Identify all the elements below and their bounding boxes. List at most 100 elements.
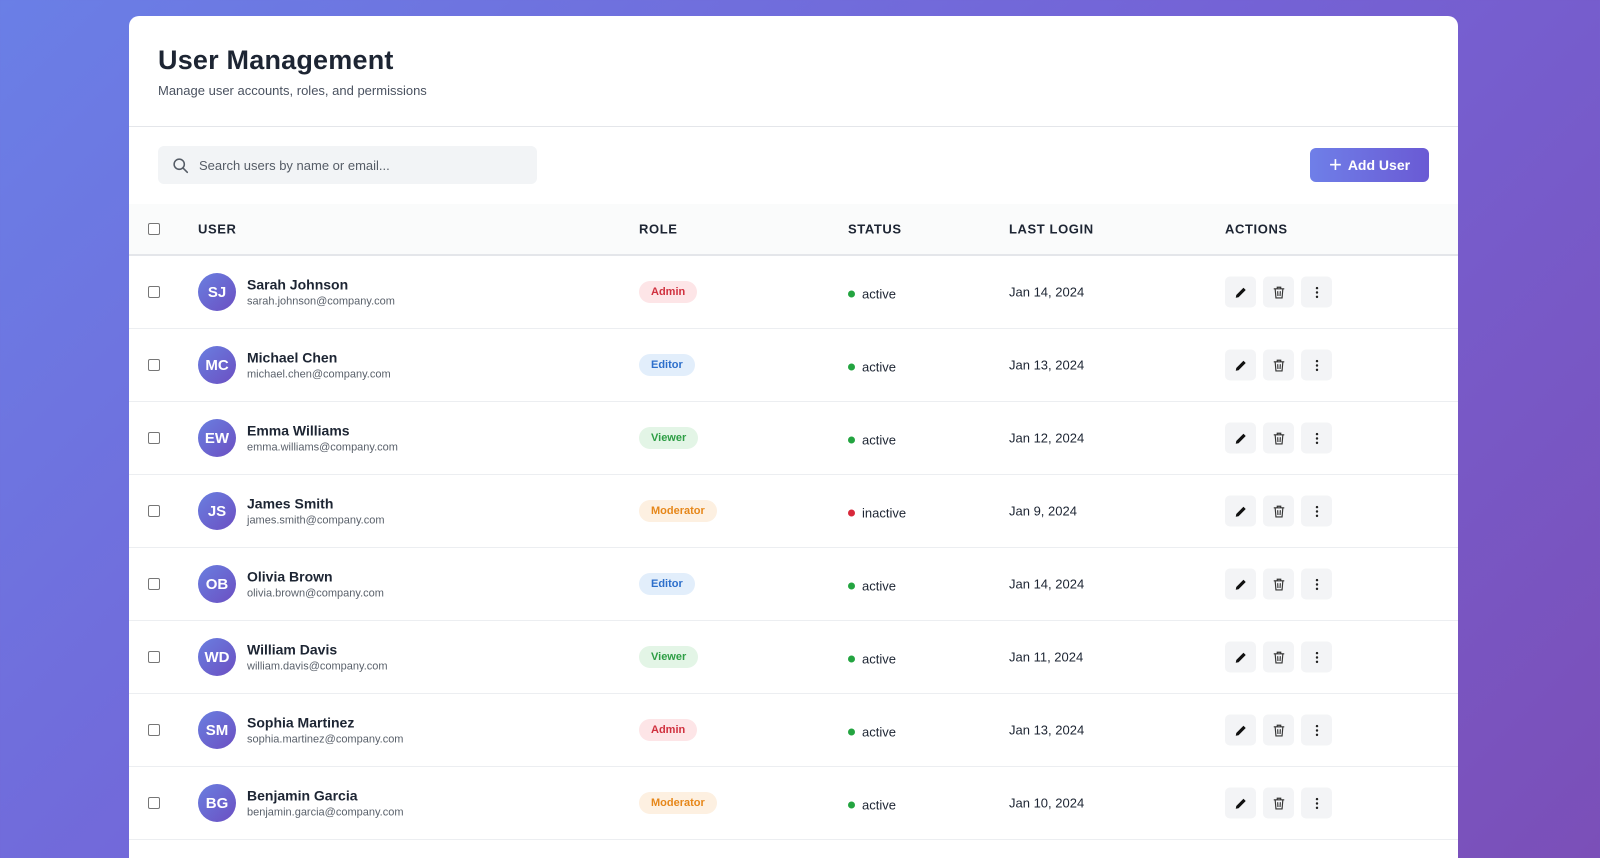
edit-button[interactable] bbox=[1225, 422, 1256, 454]
row-actions bbox=[1225, 787, 1332, 819]
row-actions bbox=[1225, 422, 1332, 454]
pencil-icon bbox=[1235, 433, 1246, 444]
search-input[interactable] bbox=[199, 157, 519, 173]
more-vertical-icon bbox=[1315, 797, 1318, 809]
role-badge: Admin bbox=[639, 719, 698, 741]
column-header-actions: ACTIONS bbox=[1225, 221, 1288, 237]
status-indicator: active bbox=[848, 725, 896, 740]
user-info: Sophia Martinez sophia.martinez@company.… bbox=[247, 715, 403, 746]
edit-button[interactable] bbox=[1225, 495, 1256, 527]
last-login: Jan 11, 2024 bbox=[1009, 649, 1084, 665]
delete-button[interactable] bbox=[1263, 641, 1294, 673]
more-options-button[interactable] bbox=[1301, 787, 1332, 819]
select-all-checkbox[interactable] bbox=[148, 223, 160, 235]
more-vertical-icon bbox=[1315, 359, 1318, 371]
more-vertical-icon bbox=[1315, 432, 1318, 444]
status-indicator: active bbox=[848, 579, 896, 594]
row-checkbox[interactable] bbox=[148, 432, 160, 444]
edit-button[interactable] bbox=[1225, 349, 1256, 381]
delete-button[interactable] bbox=[1263, 349, 1294, 381]
user-info: James Smith james.smith@company.com bbox=[247, 496, 385, 527]
more-options-button[interactable] bbox=[1301, 641, 1332, 673]
table-body: SJ Sarah Johnson sarah.johnson@company.c… bbox=[129, 256, 1458, 840]
delete-button[interactable] bbox=[1263, 495, 1294, 527]
row-checkbox[interactable] bbox=[148, 578, 160, 590]
avatar: SM bbox=[198, 711, 236, 749]
search-box[interactable] bbox=[158, 146, 537, 184]
status-indicator: active bbox=[848, 360, 896, 375]
user-name: Michael Chen bbox=[247, 349, 338, 366]
more-options-button[interactable] bbox=[1301, 276, 1332, 308]
status-text: active bbox=[862, 432, 896, 448]
user-info: Olivia Brown olivia.brown@company.com bbox=[247, 569, 384, 600]
last-login: Jan 14, 2024 bbox=[1009, 284, 1085, 300]
last-login: Jan 14, 2024 bbox=[1009, 576, 1085, 592]
table-row: JS James Smith james.smith@company.com M… bbox=[129, 475, 1458, 548]
role-badge: Moderator bbox=[639, 792, 717, 814]
user-email: emma.williams@company.com bbox=[247, 441, 398, 454]
add-user-button[interactable]: + Add User bbox=[1310, 148, 1429, 182]
pencil-icon bbox=[1235, 579, 1246, 590]
edit-button[interactable] bbox=[1225, 641, 1256, 673]
trash-icon bbox=[1273, 505, 1284, 517]
status-dot bbox=[848, 582, 855, 590]
delete-button[interactable] bbox=[1263, 568, 1294, 600]
status-indicator: active bbox=[848, 433, 896, 448]
last-login: Jan 10, 2024 bbox=[1009, 795, 1085, 811]
user-email: michael.chen@company.com bbox=[247, 368, 391, 381]
user-info: Emma Williams emma.williams@company.com bbox=[247, 423, 398, 454]
more-options-button[interactable] bbox=[1301, 422, 1332, 454]
table-row: SJ Sarah Johnson sarah.johnson@company.c… bbox=[129, 256, 1458, 329]
pencil-icon bbox=[1235, 287, 1246, 298]
user-info: William Davis william.davis@company.com bbox=[247, 642, 388, 673]
avatar: BG bbox=[198, 784, 236, 822]
status-text: active bbox=[862, 651, 896, 667]
pencil-icon bbox=[1235, 360, 1246, 371]
row-actions bbox=[1225, 714, 1332, 746]
plus-icon: + bbox=[1328, 152, 1342, 177]
delete-button[interactable] bbox=[1263, 787, 1294, 819]
user-name: Sophia Martinez bbox=[247, 714, 355, 731]
row-checkbox[interactable] bbox=[148, 505, 160, 517]
row-checkbox[interactable] bbox=[148, 286, 160, 298]
user-email: james.smith@company.com bbox=[247, 514, 385, 527]
table-row: EW Emma Williams emma.williams@company.c… bbox=[129, 402, 1458, 475]
pencil-icon bbox=[1235, 725, 1246, 736]
edit-button[interactable] bbox=[1225, 276, 1256, 308]
trash-icon bbox=[1273, 797, 1284, 809]
more-options-button[interactable] bbox=[1301, 714, 1332, 746]
row-checkbox[interactable] bbox=[148, 359, 160, 371]
edit-button[interactable] bbox=[1225, 787, 1256, 819]
row-actions bbox=[1225, 641, 1332, 673]
row-checkbox[interactable] bbox=[148, 651, 160, 663]
status-dot bbox=[848, 509, 855, 517]
last-login: Jan 9, 2024 bbox=[1009, 503, 1077, 519]
edit-button[interactable] bbox=[1225, 714, 1256, 746]
edit-button[interactable] bbox=[1225, 568, 1256, 600]
column-header-role: ROLE bbox=[639, 221, 678, 237]
status-dot bbox=[848, 436, 855, 444]
more-options-button[interactable] bbox=[1301, 568, 1332, 600]
user-email: sophia.martinez@company.com bbox=[247, 733, 404, 746]
more-options-button[interactable] bbox=[1301, 495, 1332, 527]
delete-button[interactable] bbox=[1263, 422, 1294, 454]
row-checkbox[interactable] bbox=[148, 724, 160, 736]
page-subtitle: Manage user accounts, roles, and permiss… bbox=[158, 83, 427, 98]
avatar: JS bbox=[198, 492, 236, 530]
add-user-label: Add User bbox=[1347, 157, 1411, 173]
avatar: MC bbox=[198, 346, 236, 384]
role-badge: Editor bbox=[639, 573, 695, 595]
table-row: WD William Davis william.davis@company.c… bbox=[129, 621, 1458, 694]
role-badge: Moderator bbox=[639, 500, 717, 522]
user-management-card: User Management Manage user accounts, ro… bbox=[129, 16, 1458, 858]
more-options-button[interactable] bbox=[1301, 349, 1332, 381]
status-indicator: active bbox=[848, 652, 896, 667]
user-name: James Smith bbox=[247, 495, 334, 512]
row-checkbox[interactable] bbox=[148, 797, 160, 809]
status-indicator: active bbox=[848, 798, 896, 813]
row-actions bbox=[1225, 276, 1332, 308]
delete-button[interactable] bbox=[1263, 714, 1294, 746]
last-login: Jan 13, 2024 bbox=[1009, 722, 1085, 738]
delete-button[interactable] bbox=[1263, 276, 1294, 308]
pencil-icon bbox=[1235, 652, 1246, 663]
